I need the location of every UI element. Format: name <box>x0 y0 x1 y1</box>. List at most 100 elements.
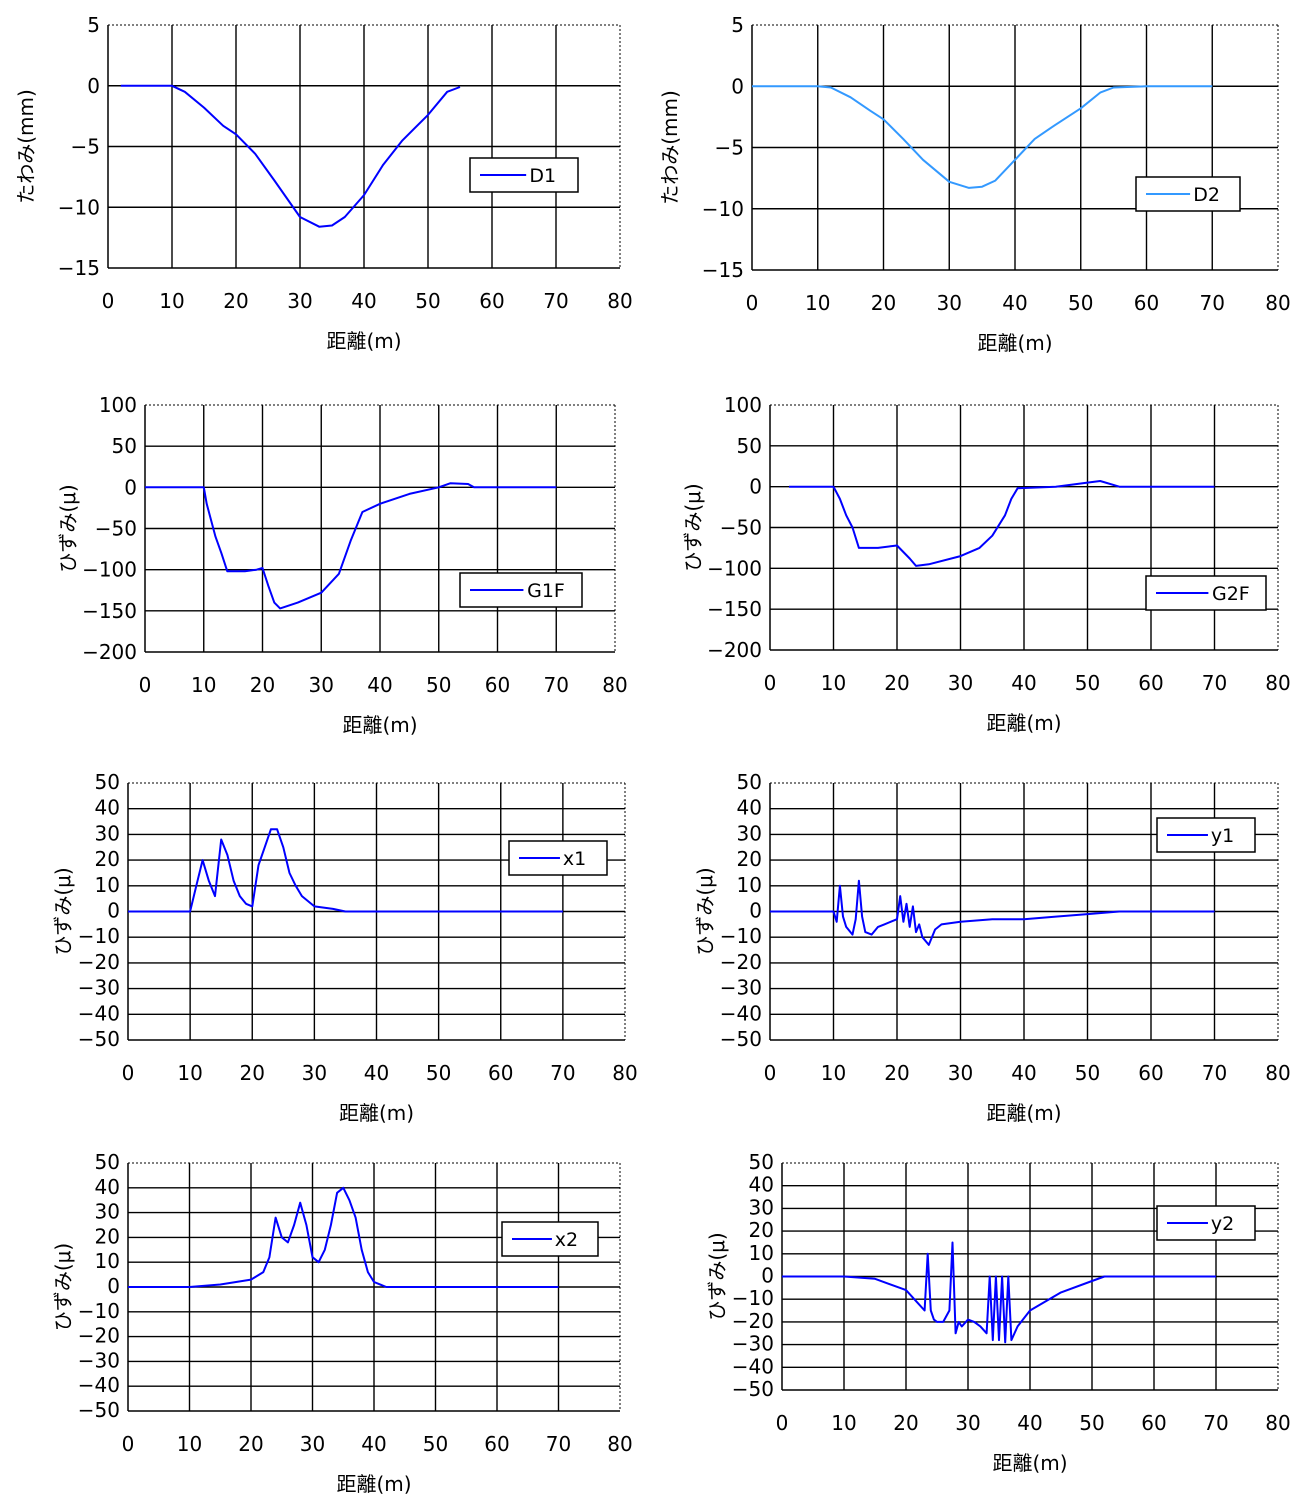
y-tick-label: −20 <box>78 1324 120 1348</box>
x-tick-label: 50 <box>426 1061 451 1085</box>
y-tick-label: −5 <box>715 136 744 160</box>
x-tick-label: 40 <box>367 673 392 697</box>
x-tick-label: 70 <box>546 1432 571 1456</box>
y-tick-label: −20 <box>720 950 762 974</box>
y-tick-label: 0 <box>107 1274 120 1298</box>
y-tick-label: 30 <box>749 1195 774 1219</box>
x-tick-label: 40 <box>1017 1411 1042 1435</box>
y-tick-label: 40 <box>95 796 120 820</box>
x-tick-label: 10 <box>805 291 830 315</box>
y-tick-label: 0 <box>124 475 137 499</box>
x-tick-label: 30 <box>302 1061 327 1085</box>
y-tick-label: −50 <box>95 517 137 541</box>
y-tick-label: 10 <box>749 1241 774 1265</box>
x-tick-label: 40 <box>351 289 376 313</box>
y-tick-label: −10 <box>78 924 120 948</box>
series-line-y2 <box>782 1241 1216 1344</box>
y-tick-label: 10 <box>95 873 120 897</box>
x-tick-label: 0 <box>102 289 115 313</box>
y-tick-label: 40 <box>95 1175 120 1199</box>
legend-label: x1 <box>563 848 586 870</box>
x-tick-label: 60 <box>479 289 504 313</box>
x-tick-label: 30 <box>948 1061 973 1085</box>
y-tick-label: 100 <box>99 393 137 417</box>
x-tick-label: 10 <box>177 1061 202 1085</box>
y-tick-label: −10 <box>78 1299 120 1323</box>
chart-4: 0 10 20 30 40 50 60 70 80 100 50 0 −50 −100 −150 −200 距離… <box>681 393 1291 735</box>
y-tick-label: −50 <box>732 1377 774 1401</box>
x-tick-label: 60 <box>1141 1411 1166 1435</box>
y-tick-label: −10 <box>58 195 100 219</box>
y-axis-label: ひずみ(μ) <box>693 867 717 955</box>
y-tick-label: −40 <box>78 1373 120 1397</box>
legend: D1 <box>469 157 579 193</box>
series-line-g2f <box>789 480 1215 567</box>
chart-8: 0 10 20 30 40 50 60 70 8050403020100−10−20−30−40… <box>705 1150 1291 1475</box>
x-tick-label: 50 <box>423 1432 448 1456</box>
x-tick-label: 50 <box>426 673 451 697</box>
y-tick-label: 100 <box>724 393 762 417</box>
y-tick-label: −40 <box>78 1001 120 1025</box>
legend-label: D2 <box>1193 184 1220 206</box>
y-axis-label: ひずみ(μ) <box>56 484 80 572</box>
x-axis-label: 距離(m) <box>986 711 1061 735</box>
y-tick-label: 20 <box>737 847 762 871</box>
y-tick-label: 30 <box>95 821 120 845</box>
chart-5: 0 10 20 30 40 50 60 70 8050403020100−10−20−30−40… <box>51 770 638 1125</box>
x-tick-label: 50 <box>1075 1061 1100 1085</box>
y-tick-label: −30 <box>78 976 120 1000</box>
x-tick-label: 80 <box>1265 291 1290 315</box>
y-tick-label: −100 <box>707 556 762 580</box>
x-tick-label: 60 <box>1134 291 1159 315</box>
x-tick-label: 50 <box>1068 291 1093 315</box>
y-tick-label: −30 <box>732 1332 774 1356</box>
x-axis-label: 距離(m) <box>977 331 1052 355</box>
x-tick-label: 10 <box>191 673 216 697</box>
x-tick-label: 30 <box>937 291 962 315</box>
y-tick-label: 50 <box>112 434 137 458</box>
x-tick-label: 20 <box>223 289 248 313</box>
y-axis-label: ひずみ(μ) <box>51 867 75 955</box>
x-tick-label: 20 <box>871 291 896 315</box>
y-tick-label: 50 <box>749 1150 774 1174</box>
x-axis-label: 距離(m) <box>336 1472 411 1494</box>
legend-label: G2F <box>1212 583 1250 605</box>
legend: x1 <box>508 840 608 876</box>
x-axis-label: 距離(m) <box>326 329 401 353</box>
y-tick-label: −20 <box>78 950 120 974</box>
y-tick-label: −20 <box>732 1309 774 1333</box>
x-axis-label: 距離(m) <box>339 1101 414 1125</box>
y-tick-label: 40 <box>737 796 762 820</box>
x-tick-label: 70 <box>1202 1061 1227 1085</box>
x-tick-label: 50 <box>1079 1411 1104 1435</box>
y-tick-label: 0 <box>107 899 120 923</box>
x-tick-label: 80 <box>612 1061 637 1085</box>
legend-label: y2 <box>1211 1213 1234 1235</box>
y-tick-label: −150 <box>707 597 762 621</box>
x-tick-label: 10 <box>177 1432 202 1456</box>
x-tick-label: 70 <box>544 673 569 697</box>
series-line-g1f <box>145 482 557 610</box>
y-tick-label: −30 <box>720 976 762 1000</box>
y-tick-label: 50 <box>737 770 762 794</box>
legend: G2F <box>1145 575 1267 611</box>
x-tick-label: 0 <box>122 1432 135 1456</box>
x-tick-label: 0 <box>122 1061 135 1085</box>
y-tick-label: 50 <box>95 770 120 794</box>
x-tick-label: 0 <box>764 671 777 695</box>
x-tick-label: 40 <box>364 1061 389 1085</box>
y-tick-label: 0 <box>749 475 762 499</box>
x-tick-label: 80 <box>607 1432 632 1456</box>
chart-6: 0 10 20 30 40 50 60 70 8050403020100−10−20−30−40… <box>693 770 1291 1125</box>
x-tick-label: 80 <box>607 289 632 313</box>
chart-3: 0 10 20 30 40 50 60 70 80 100 50 0 −50 −100 −150 −200 距離… <box>56 393 628 737</box>
y-tick-label: −40 <box>732 1354 774 1378</box>
y-tick-label: −30 <box>78 1348 120 1372</box>
x-tick-label: 10 <box>821 1061 846 1085</box>
x-tick-label: 10 <box>821 671 846 695</box>
y-tick-label: −15 <box>702 258 744 282</box>
x-tick-label: 0 <box>776 1411 789 1435</box>
x-axis-label: 距離(m) <box>986 1101 1061 1125</box>
y-tick-label: −50 <box>78 1398 120 1422</box>
